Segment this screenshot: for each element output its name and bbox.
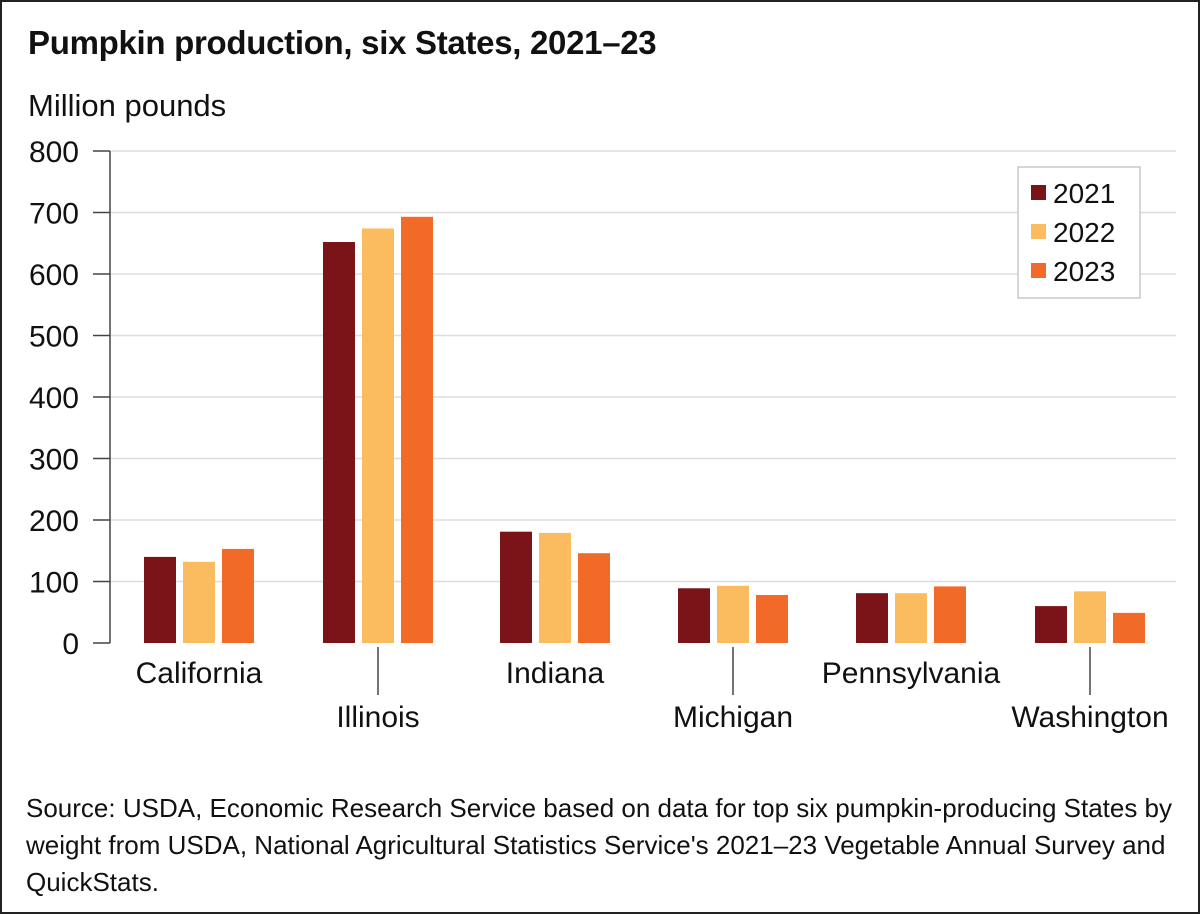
bar-michigan-2021 xyxy=(678,588,710,643)
bar-indiana-2023 xyxy=(578,553,610,643)
chart-title: Pumpkin production, six States, 2021–23 xyxy=(28,24,657,61)
bar-michigan-2023 xyxy=(756,595,788,643)
bar-illinois-2021 xyxy=(323,242,355,643)
y-tick-label: 0 xyxy=(62,628,79,661)
y-tick-label: 700 xyxy=(29,198,79,231)
x-tick-label: Pennsylvania xyxy=(822,657,1001,690)
y-tick-label: 500 xyxy=(29,321,79,354)
bar-washington-2021 xyxy=(1035,606,1067,643)
bar-pennsylvania-2022 xyxy=(895,593,927,643)
bar-california-2021 xyxy=(144,556,176,643)
source-note: Source: USDA, Economic Research Service … xyxy=(26,793,1173,897)
legend-swatch xyxy=(1031,224,1046,239)
x-tick-label: Indiana xyxy=(506,657,605,690)
bar-pennsylvania-2023 xyxy=(934,586,966,643)
y-tick-label: 200 xyxy=(29,505,79,538)
x-tick-label: California xyxy=(136,657,263,690)
y-axis-label: Million pounds xyxy=(28,88,227,123)
bar-washington-2023 xyxy=(1113,612,1145,643)
legend-label: 2022 xyxy=(1053,217,1115,248)
bar-washington-2022 xyxy=(1074,591,1106,643)
legend-swatch xyxy=(1031,185,1046,200)
y-tick-label: 400 xyxy=(29,382,79,415)
y-tick-label: 600 xyxy=(29,259,79,292)
x-tick-label: Washington xyxy=(1011,701,1168,734)
x-tick-label: Illinois xyxy=(336,701,419,734)
y-tick-label: 800 xyxy=(29,136,79,169)
bar-indiana-2021 xyxy=(500,531,532,643)
legend-label: 2023 xyxy=(1053,256,1115,287)
bar-illinois-2023 xyxy=(401,216,433,643)
bar-california-2022 xyxy=(183,561,215,643)
bar-california-2023 xyxy=(222,548,254,643)
bar-illinois-2022 xyxy=(362,228,394,644)
legend-label: 2021 xyxy=(1053,178,1115,209)
y-tick-label: 300 xyxy=(29,444,79,477)
legend-swatch xyxy=(1031,263,1046,278)
bar-indiana-2022 xyxy=(539,532,571,643)
x-tick-label: Michigan xyxy=(673,701,793,734)
y-tick-label: 100 xyxy=(29,567,79,600)
bar-michigan-2022 xyxy=(717,585,749,643)
bar-pennsylvania-2021 xyxy=(856,593,888,643)
